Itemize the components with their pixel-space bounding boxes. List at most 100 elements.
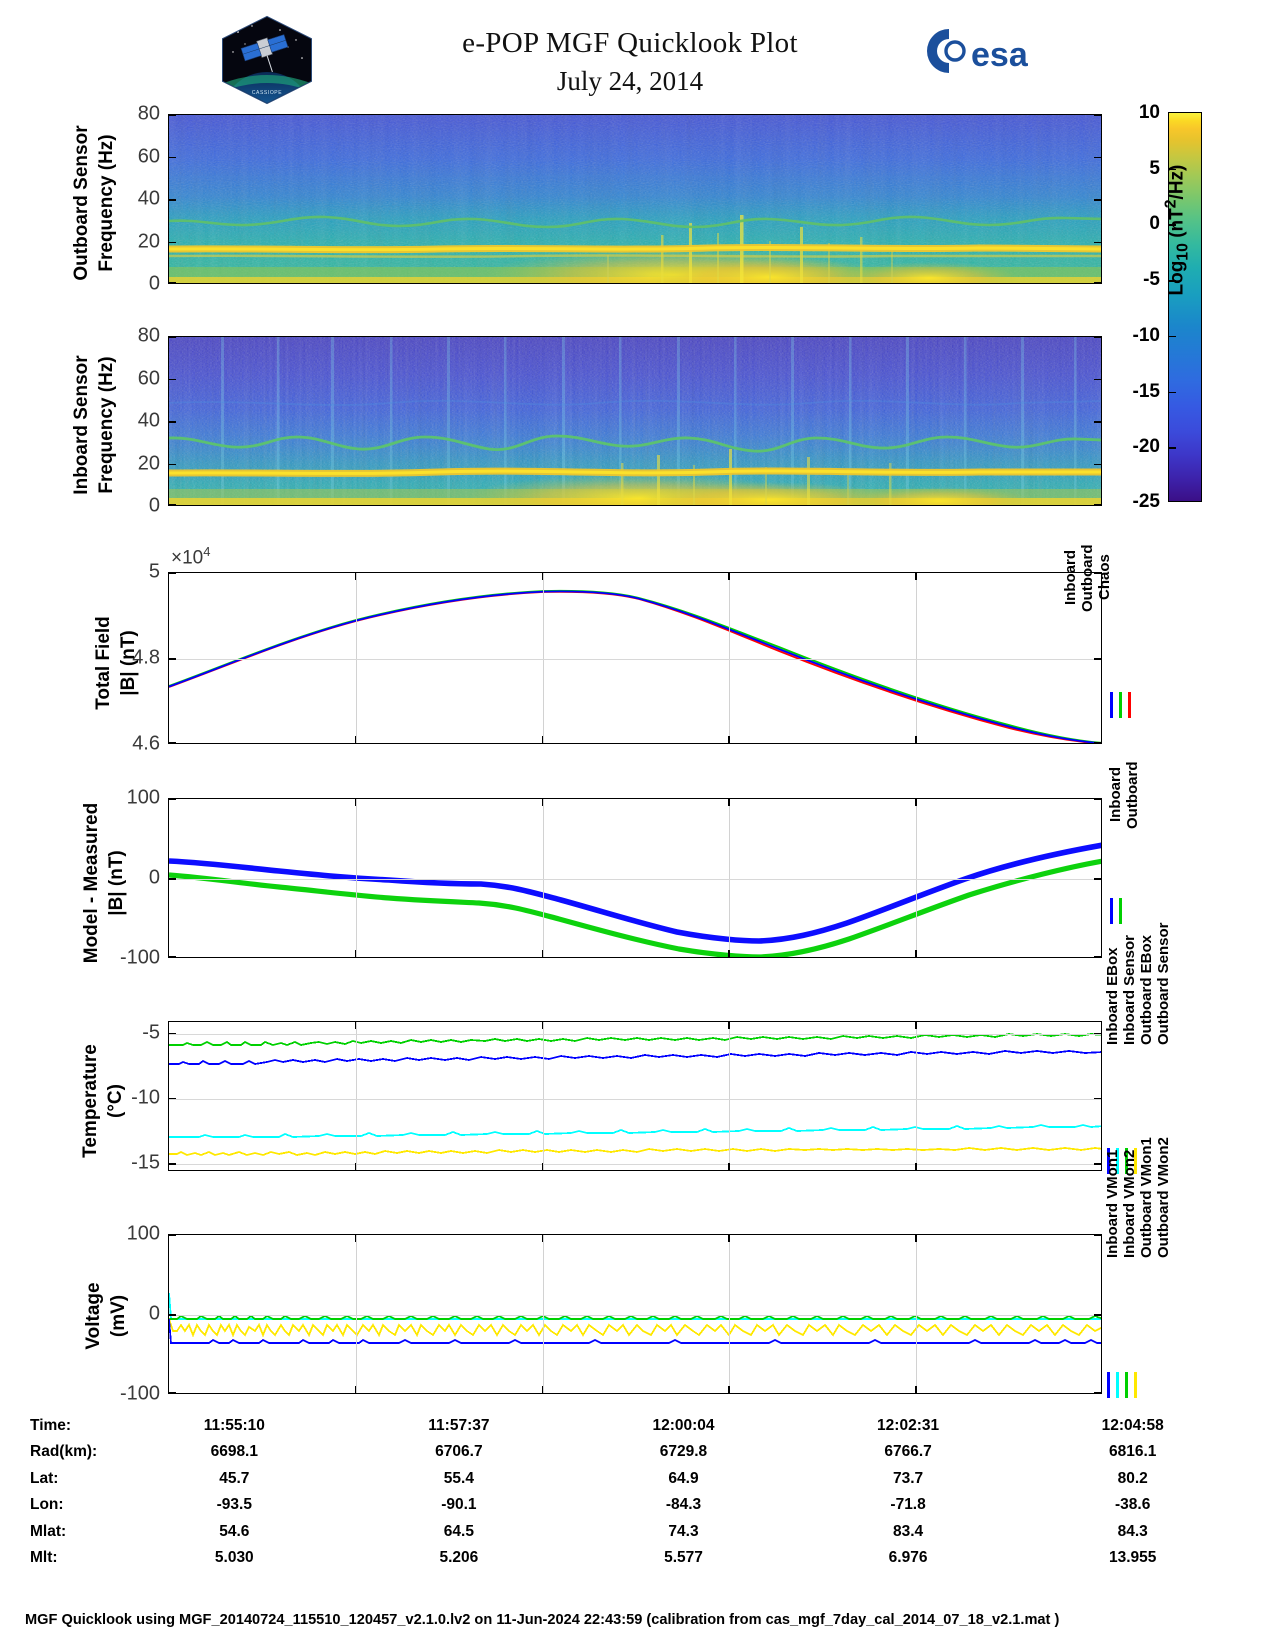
table-cell: 64.9 [668,1469,699,1487]
voltage-legend-swatches [1107,1372,1137,1398]
cassiope-mission-logo: CASSIOPE [218,14,316,106]
legend-swatch-outboard-sensor [1134,1148,1137,1174]
voltage-legend-outboard-vmon1: Outboard VMon1 [1138,1137,1155,1258]
outboard-spectrogram-ylabel-line2: Frequency (Hz) [96,134,117,272]
esa-wordmark: esa [971,36,1029,74]
temperature-legend-swatches [1107,1148,1137,1174]
total-field-legend-inboard: Inboard [1062,550,1079,605]
colorbar-title-sup: 2 [1162,199,1180,209]
ytick-label: 80 [137,102,160,125]
table-cell: 45.7 [219,1469,250,1487]
temperature-axes: -5 -10 -15 [131,1021,1102,1174]
outboard-spectrogram-ylabel-line1: Outboard Sensor [71,125,92,281]
voltage-ylabel-line1: Voltage [83,1282,104,1350]
colorbar-tick-label: 10 [1138,102,1160,123]
legend-swatch-chaos [1128,692,1131,718]
table-cell: 5.030 [214,1549,254,1567]
inboard-spectrogram-axes: 80 60 40 20 0 [138,325,1102,517]
table-cell: 74.3 [668,1522,699,1540]
colorbar-title-main: Log [1166,260,1188,296]
temperature-legend-inboard-sensor: Inboard Sensor [1121,934,1138,1045]
ytick-label: -100 [119,1382,160,1405]
model-minus-measured-ylabel-line2: |B| (nT) [106,850,127,916]
legend-swatch-inboard-vmon1 [1107,1372,1110,1398]
table-cell: -71.8 [890,1496,926,1514]
model-minus-measured-axes: 100 0 -100 [120,787,1102,969]
table-cell: 84.3 [1117,1522,1148,1540]
colorbar[interactable]: 10 5 0 -5 -10 -15 -20 -25 [1133,102,1202,512]
ytick-label: -100 [119,946,160,969]
total-field-axes: 5 4.8 4.6 ×104 [132,544,1102,755]
table-cell: -84.3 [665,1496,702,1514]
table-cell: 64.5 [443,1522,474,1540]
footer-provenance-note: MGF Quicklook using MGF_20140724_115510_… [25,1612,1060,1628]
table-row: Time: 11:55:10 11:57:37 12:00:04 12:02:3… [30,1413,1245,1439]
total-field-ylabel-line1: Total Field [93,616,114,710]
ytick-label: 20 [137,452,160,474]
table-row: Mlt: 5.030 5.206 5.577 6.976 13.955 [30,1545,1245,1571]
row-label: Rad(km): [30,1443,98,1461]
voltage-legend-inboard-vmon2: Inboard VMon2 [1121,1149,1138,1258]
table-cell: 6729.8 [659,1443,708,1461]
exponent-power: 4 [203,544,211,559]
legend-swatch-outboard-ebox [1125,1148,1128,1174]
page-title: e-POP MGF Quicklook Plot [462,27,798,59]
table-cell: 6816.1 [1108,1443,1157,1461]
inboard-spectrogram-ylabel-line1: Inboard Sensor [71,355,92,495]
colorbar-tick-label: -10 [1132,324,1160,346]
temperature-traces [169,1033,1101,1156]
table-cell: 12:00:04 [652,1417,715,1434]
y-axis-exponent: ×104 [171,544,210,569]
table-cell: 5.206 [439,1549,479,1567]
table-cell: 11:55:10 [203,1417,265,1434]
voltage-legend-inboard-vmon1: Inboard VMon1 [1104,1149,1121,1258]
legend-swatch-outboard-vmon2 [1134,1372,1137,1398]
table-cell: 54.6 [219,1522,250,1540]
ytick-label: 5 [148,560,160,583]
table-row: Mlat: 54.6 64.5 74.3 83.4 84.3 [30,1519,1245,1545]
ytick-label: 20 [137,230,160,252]
ytick-label: 100 [126,786,160,809]
table-cell: -90.1 [441,1496,477,1514]
ephemeris-table: Time: 11:55:10 11:57:37 12:00:04 12:02:3… [30,1413,1245,1572]
colorbar-tick-label: -25 [1132,491,1160,512]
temperature-legend-outboard-ebox: Outboard EBox [1138,934,1155,1045]
table-cell: 83.4 [892,1522,924,1540]
ytick-label: 40 [137,187,160,210]
outboard-spectrogram-image [169,115,1101,283]
ytick-label: 60 [137,145,160,167]
ytick-label: -15 [131,1151,160,1174]
table-cell: 5.577 [664,1549,703,1567]
table-row: Rad(km): 6698.1 6706.7 6729.8 6766.7 681… [30,1439,1245,1465]
colorbar-title-tail: /Hz) [1166,164,1188,200]
ytick-label: 0 [148,1302,160,1325]
row-label: Lon: [30,1496,64,1514]
colorbar-axis-title: Log10 (nT2/Hz) [1162,165,1192,296]
colorbar-title-rest: (nT [1166,208,1188,244]
legend-swatch-inboard [1110,692,1113,718]
ytick-label: 0 [148,272,160,295]
model-legend-swatches [1110,898,1122,924]
total-field-legend-outboard: Outboard [1079,544,1096,613]
voltage-traces [169,1292,1101,1344]
ytick-label: 60 [137,367,160,389]
table-row: Lon: -93.5 -90.1 -84.3 -71.8 -38.6 [30,1492,1245,1518]
legend-swatch-outboard [1119,898,1122,924]
ytick-label: 0 [148,866,160,889]
table-cell: 6766.7 [884,1443,932,1461]
esa-logo: esa [925,28,1043,74]
inboard-spectrogram-image [169,337,1101,505]
page-subtitle-date: July 24, 2014 [556,66,704,97]
voltage-ylabel-line2: (mV) [108,1294,129,1338]
row-label: Mlt: [30,1549,58,1567]
legend-swatch-outboard-vmon1 [1125,1372,1128,1398]
row-label: Mlat: [30,1522,67,1540]
model-minus-measured-traces [169,842,1101,957]
colorbar-tick-label: -20 [1132,436,1160,458]
temperature-ylabel-line1: Temperature [80,1044,101,1158]
table-cell: 12:04:58 [1101,1417,1164,1434]
model-minus-measured-ylabel-line1: Model - Measured [81,802,102,964]
ytick-label: 0 [148,494,160,517]
ytick-label: -5 [142,1021,160,1044]
row-label: Lat: [30,1469,59,1487]
